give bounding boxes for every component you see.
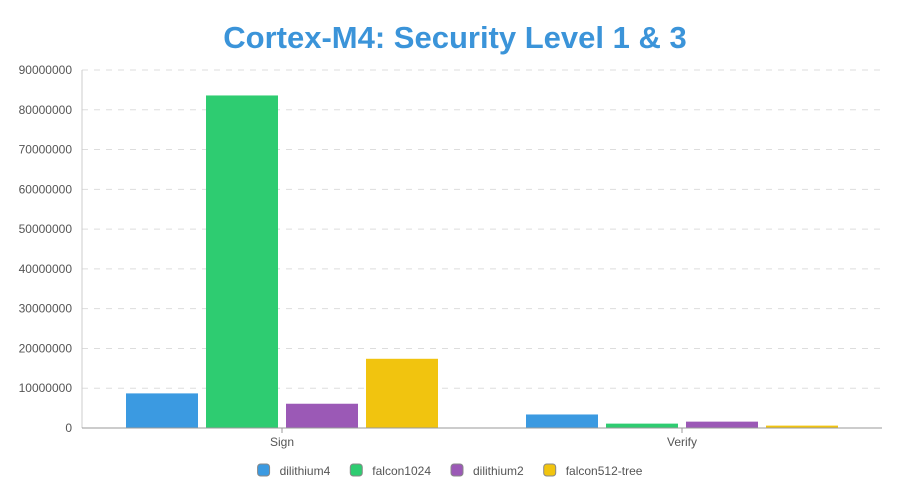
bar-dilithium2-verify[interactable] xyxy=(686,421,758,428)
bar-falcon512-tree-verify[interactable] xyxy=(766,425,838,428)
bar-dilithium4-verify[interactable] xyxy=(526,414,598,428)
legend-swatch xyxy=(257,463,271,477)
x-tick-label: Sign xyxy=(270,435,294,449)
y-tick-label: 20000000 xyxy=(19,341,73,355)
legend-item-dilithium2[interactable]: dilithium2 xyxy=(450,463,524,478)
bar-falcon1024-sign[interactable] xyxy=(206,95,278,429)
y-tick-label: 80000000 xyxy=(19,103,73,117)
bar-dilithium4-sign[interactable] xyxy=(126,393,198,428)
y-tick-label: 50000000 xyxy=(19,222,73,236)
legend: dilithium4 falcon1024 dilithium2 falcon512-… xyxy=(257,463,643,478)
y-tick-label: 30000000 xyxy=(19,302,73,316)
bar-dilithium2-sign[interactable] xyxy=(286,403,358,428)
x-axis: Sign Verify xyxy=(82,427,882,449)
legend-item-falcon512-tree[interactable]: falcon512-tree xyxy=(543,463,643,478)
legend-item-falcon1024[interactable]: falcon1024 xyxy=(349,463,431,478)
y-tick-label: 60000000 xyxy=(19,182,73,196)
chart-title: Cortex-M4: Security Level 1 & 3 xyxy=(223,20,686,55)
bar-falcon1024-verify[interactable] xyxy=(606,423,678,428)
y-tick-label: 90000000 xyxy=(19,63,73,77)
bar-falcon512-tree-sign[interactable] xyxy=(366,358,438,428)
y-tick-label: 70000000 xyxy=(19,143,73,157)
legend-label: falcon512-tree xyxy=(566,464,643,478)
y-tick-label: 10000000 xyxy=(19,381,73,395)
grid-lines xyxy=(82,69,882,389)
y-tick-label: 40000000 xyxy=(19,262,73,276)
bars xyxy=(126,95,838,429)
legend-label: dilithium2 xyxy=(473,464,524,478)
legend-swatch xyxy=(450,463,464,477)
legend-swatch xyxy=(543,463,557,477)
legend-item-dilithium4[interactable]: dilithium4 xyxy=(257,463,331,478)
y-axis: 0 10000000 20000000 30000000 40000000 5000000… xyxy=(19,63,83,435)
x-tick-label: Verify xyxy=(667,435,697,449)
legend-label: falcon1024 xyxy=(372,464,431,478)
y-tick-label: 0 xyxy=(65,421,72,435)
legend-label: dilithium4 xyxy=(280,464,331,478)
legend-swatch xyxy=(349,463,363,477)
